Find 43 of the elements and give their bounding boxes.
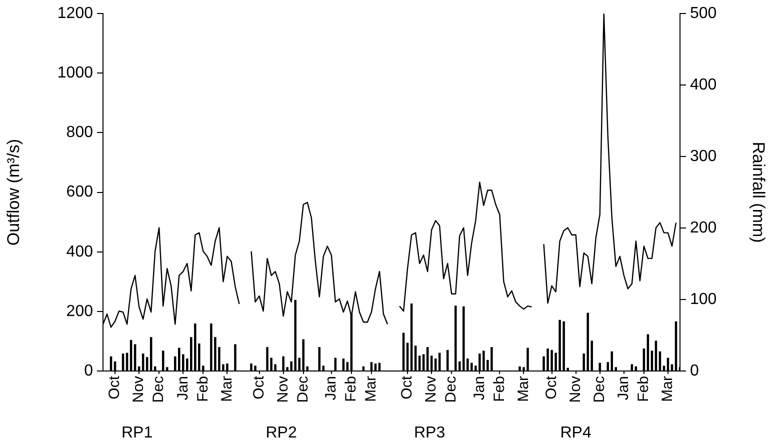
x-tick-label: Jan xyxy=(322,376,340,400)
x-tick-label: Oct xyxy=(398,375,416,400)
y-tick-label: 400 xyxy=(66,243,94,260)
text: RP1 xyxy=(121,424,153,442)
y2-tick-label: 200 xyxy=(690,219,717,236)
y2-tick-label: 100 xyxy=(690,290,717,308)
y2-tick-label: 300 xyxy=(690,148,717,165)
x-tick-label: Oct xyxy=(250,375,268,400)
y-tick-label: 1200 xyxy=(57,5,94,22)
x-tick-label: Dec xyxy=(150,376,168,403)
x-tick-label: Feb xyxy=(194,376,212,402)
x-tick-label: Mar xyxy=(659,376,676,402)
y2-tick-label: 400 xyxy=(690,76,717,94)
x-tick-label: Mar xyxy=(362,376,380,402)
x-tick-label: Feb xyxy=(342,376,360,402)
y-axis-title: Outflow (m³/s) xyxy=(4,138,23,246)
x-tick-label: Nov xyxy=(130,376,148,403)
x-tick-label: Feb xyxy=(635,376,652,402)
x-tick-label: Dec xyxy=(591,376,608,403)
x-tick-label: Oct xyxy=(542,375,560,400)
x-tick-label: Nov xyxy=(422,376,440,403)
text: RP2 xyxy=(266,424,297,442)
y-tick-label: 0 xyxy=(84,362,94,380)
x-tick-label: Dec xyxy=(442,376,460,403)
x-tick-label: Nov xyxy=(274,376,292,403)
y2-tick-label: 500 xyxy=(690,5,717,22)
y-tick-label: 600 xyxy=(66,184,94,201)
x-tick-label: Jan xyxy=(615,376,632,400)
x-tick-label: Feb xyxy=(490,376,508,402)
y2-tick-label: 0 xyxy=(690,362,699,380)
x-tick-label: Mar xyxy=(218,376,236,402)
x-tick-label: Mar xyxy=(514,376,532,402)
x-tick-label: Oct xyxy=(106,375,124,400)
x-tick-label: Jan xyxy=(174,376,192,400)
x-tick-label: Dec xyxy=(294,376,312,403)
x-tick-label: Jan xyxy=(470,376,488,400)
y-tick-label: 1000 xyxy=(57,64,94,82)
y2-axis-title: Rainfall (mm) xyxy=(749,142,768,243)
x-tick-label: Nov xyxy=(566,376,584,403)
y-tick-label: 800 xyxy=(66,124,94,142)
text: RP4 xyxy=(560,424,592,442)
y-tick-label: 200 xyxy=(66,302,94,320)
text: RP3 xyxy=(414,424,446,442)
